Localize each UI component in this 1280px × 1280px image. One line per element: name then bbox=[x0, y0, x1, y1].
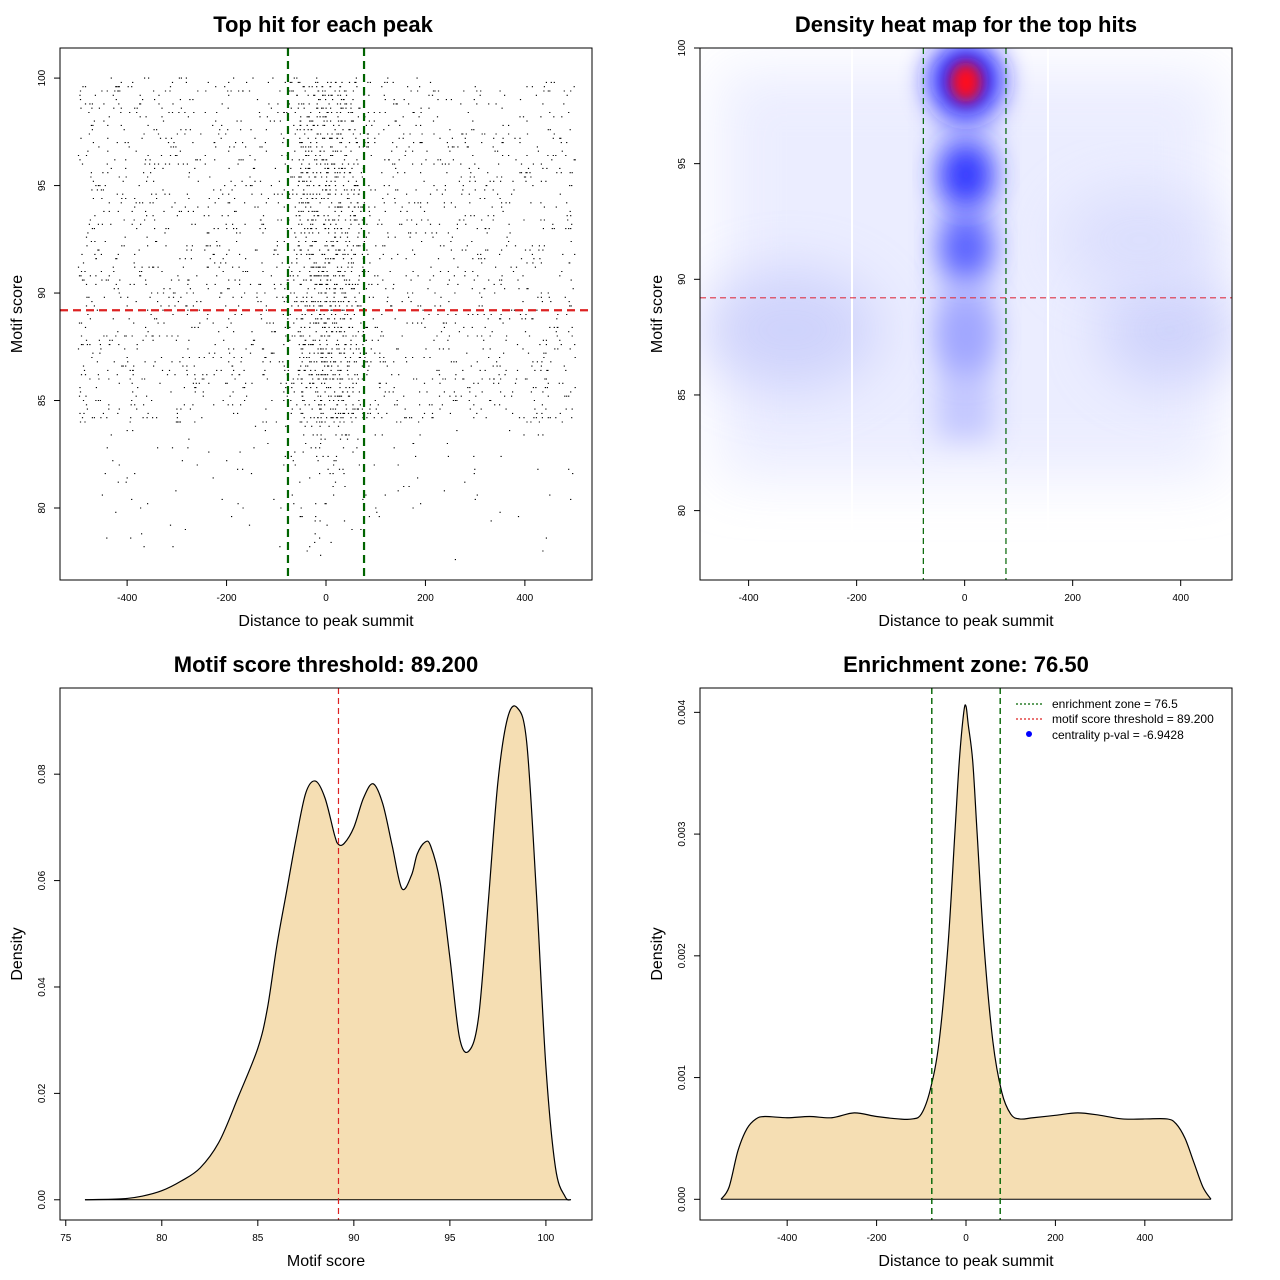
score-density-panel: Motif score threshold: 89.200 Motif scor… bbox=[9, 652, 593, 1270]
scatter-plot-frame bbox=[59, 47, 593, 581]
score-density-curve bbox=[84, 705, 572, 1201]
heatmap-reference-lines bbox=[700, 48, 1232, 580]
distance-density-plot-frame bbox=[699, 687, 1233, 1221]
heatmap-blob-88 bbox=[938, 294, 994, 374]
heatmap-ytick-label: 95 bbox=[677, 158, 688, 170]
scatter-xtick-label: 0 bbox=[323, 593, 329, 604]
distance-density-xtick-label: 400 bbox=[1136, 1233, 1153, 1244]
scatter-xtick-label: 200 bbox=[417, 593, 434, 604]
score-density-ytick-label: 0.04 bbox=[37, 977, 48, 997]
distance-density-ytick-label: 0.004 bbox=[677, 699, 688, 724]
heatmap-blob-946 bbox=[939, 142, 993, 208]
distance-density-ytick-label: 0.001 bbox=[677, 1065, 688, 1090]
distance-density-reference-lines bbox=[931, 688, 1001, 1220]
score-density-ytick-label: 0.08 bbox=[37, 764, 48, 784]
heatmap-xtick-label: 0 bbox=[962, 593, 968, 604]
heatmap-xtick-label: 200 bbox=[1064, 593, 1081, 604]
score-density-xlabel: Motif score bbox=[287, 1253, 365, 1270]
score-density-ylabel: Density bbox=[9, 927, 26, 980]
heatmap-haze-left bbox=[700, 270, 880, 390]
heatmap-xtick-label: -200 bbox=[847, 593, 867, 604]
score-density-area bbox=[84, 705, 571, 1200]
distance-density-panel: Enrichment zone: 76.50 Distance to peak … bbox=[649, 652, 1233, 1270]
distance-density-xtick-label: -200 bbox=[867, 1233, 887, 1244]
heatmap-ytick-label: 100 bbox=[677, 39, 688, 56]
scatter-points bbox=[77, 77, 576, 561]
scatter-ytick-label: 95 bbox=[37, 180, 48, 192]
score-density-plot-frame bbox=[59, 687, 593, 1221]
heatmap-density bbox=[700, 48, 1232, 580]
distance-density-ytick-label: 0.003 bbox=[677, 821, 688, 846]
scatter-xlabel: Distance to peak summit bbox=[238, 613, 414, 630]
scatter-xtick-label: -400 bbox=[117, 593, 137, 604]
scatter-ytick-label: 100 bbox=[37, 69, 48, 86]
heatmap-plot-frame bbox=[699, 47, 1233, 581]
score-density-xtick-label: 95 bbox=[444, 1233, 456, 1244]
score-density-xtick-label: 100 bbox=[538, 1233, 555, 1244]
heatmap-blob-915 bbox=[940, 215, 992, 279]
scatter-ytick-label: 80 bbox=[37, 502, 48, 514]
heatmap-axes: -400 -200 0 200 400 80 85 90 95 100 bbox=[677, 39, 1189, 604]
heatmap-title: Density heat map for the top hits bbox=[795, 12, 1137, 37]
legend-enrichment-zone: enrichment zone = 76.5 bbox=[1052, 697, 1178, 711]
distance-density-title: Enrichment zone: 76.50 bbox=[843, 652, 1089, 677]
scatter-xtick-label: 400 bbox=[517, 593, 534, 604]
score-density-ytick-label: 0.06 bbox=[37, 870, 48, 890]
heatmap-hotspot bbox=[950, 62, 982, 102]
score-density-xtick-label: 85 bbox=[252, 1233, 264, 1244]
distance-density-line bbox=[720, 704, 1212, 1200]
distance-density-ytick-label: 0.002 bbox=[677, 943, 688, 968]
heatmap-ytick-label: 85 bbox=[677, 389, 688, 401]
distance-density-axes: -400 -200 0 200 400 0.000 0.001 0.002 0.003 0.004 bbox=[677, 699, 1154, 1244]
distance-density-curve bbox=[720, 704, 1212, 1200]
heatmap-xlabel: Distance to peak summit bbox=[878, 613, 1054, 630]
heatmap-xtick-label: 400 bbox=[1172, 593, 1189, 604]
scatter-ylabel: Motif score bbox=[9, 275, 26, 353]
heatmap-xtick-label: -400 bbox=[739, 593, 759, 604]
score-density-axes: 75 80 85 90 95 100 0.00 0.02 0.04 0.06 0.08 bbox=[37, 764, 555, 1244]
distance-density-legend: enrichment zone = 76.5 motif score thres… bbox=[1016, 697, 1214, 742]
scatter-ytick-label: 85 bbox=[37, 395, 48, 407]
heatmap-ytick-label: 80 bbox=[677, 505, 688, 517]
distance-density-xtick-label: 0 bbox=[963, 1233, 969, 1244]
score-density-title: Motif score threshold: 89.200 bbox=[174, 652, 478, 677]
scatter-axes: -400 -200 0 200 400 80 85 90 95 100 bbox=[37, 69, 534, 604]
scatter-title: Top hit for each peak bbox=[213, 12, 433, 37]
heatmap-haze-mid bbox=[1060, 190, 1220, 290]
legend-threshold: motif score threshold = 89.200 bbox=[1052, 712, 1214, 726]
distance-density-xtick-label: 200 bbox=[1047, 1233, 1064, 1244]
scatter-panel: Top hit for each peak Distance to peak s… bbox=[9, 12, 593, 630]
distance-density-xtick-label: -400 bbox=[777, 1233, 797, 1244]
distance-density-ylabel: Density bbox=[649, 927, 666, 980]
heatmap-haze-right bbox=[1100, 275, 1232, 385]
legend-pval-key bbox=[1026, 731, 1032, 737]
score-density-ytick-label: 0.00 bbox=[37, 1190, 48, 1210]
distance-density-ytick-label: 0.000 bbox=[677, 1186, 688, 1211]
score-density-xtick-label: 90 bbox=[348, 1233, 360, 1244]
scatter-xtick-label: -200 bbox=[217, 593, 237, 604]
score-density-ytick-label: 0.02 bbox=[37, 1083, 48, 1103]
heatmap-panel: Density heat map for the top hits Distan… bbox=[649, 12, 1233, 630]
score-density-xtick-label: 75 bbox=[60, 1233, 72, 1244]
distance-density-area bbox=[721, 704, 1211, 1200]
scatter-reference-lines bbox=[60, 48, 592, 580]
scatter-point-cloud bbox=[77, 77, 576, 561]
score-density-xtick-label: 80 bbox=[156, 1233, 168, 1244]
scatter-ytick-label: 90 bbox=[37, 287, 48, 299]
heatmap-ytick-label: 90 bbox=[677, 273, 688, 285]
distance-density-xlabel: Distance to peak summit bbox=[878, 1253, 1054, 1270]
legend-pval: centrality p-val = -6.9428 bbox=[1052, 728, 1184, 742]
score-density-line bbox=[84, 705, 572, 1201]
heatmap-ylabel: Motif score bbox=[649, 275, 666, 353]
